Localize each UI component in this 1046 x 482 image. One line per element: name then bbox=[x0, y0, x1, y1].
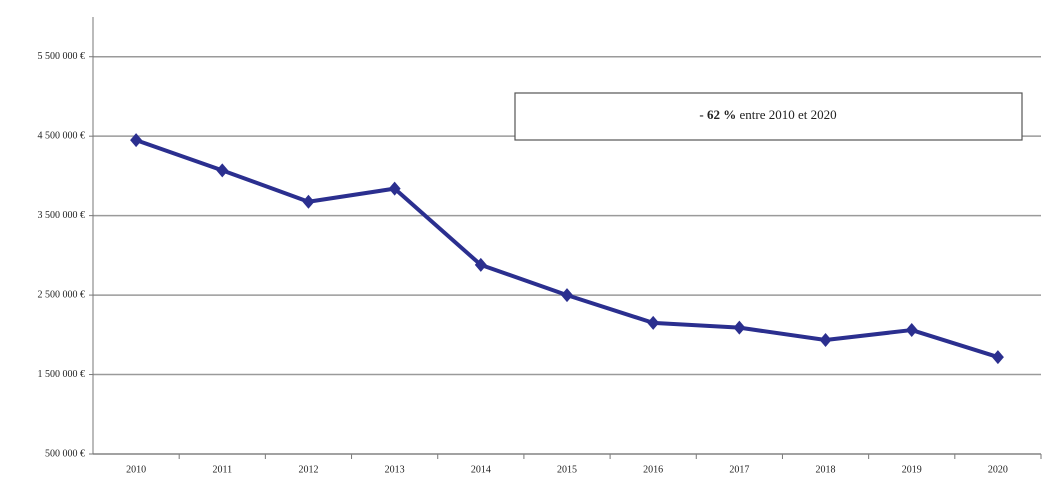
marker bbox=[905, 323, 918, 338]
x-tick-label: 2014 bbox=[471, 464, 491, 475]
marker bbox=[130, 133, 143, 148]
marker bbox=[474, 257, 487, 272]
marker bbox=[991, 350, 1004, 365]
annotation-box bbox=[514, 92, 1023, 141]
x-tick-label: 2020 bbox=[988, 464, 1008, 475]
marker bbox=[647, 315, 660, 330]
annotation-text: entre 2010 et 2020 bbox=[739, 107, 836, 122]
x-tick-label: 2016 bbox=[643, 464, 663, 475]
y-tick-label: 3 500 000 € bbox=[38, 210, 86, 221]
y-tick-label: 5 500 000 € bbox=[38, 51, 86, 62]
x-tick-label: 2012 bbox=[298, 464, 318, 475]
x-tick-label: 2017 bbox=[729, 464, 749, 475]
x-tick-label: 2015 bbox=[557, 464, 577, 475]
marker bbox=[561, 288, 573, 303]
marker bbox=[388, 181, 401, 196]
y-tick-label: 2 500 000 € bbox=[38, 289, 86, 300]
x-tick-label: 2010 bbox=[126, 464, 146, 475]
marker bbox=[302, 194, 315, 209]
line bbox=[135, 138, 999, 359]
marker bbox=[733, 320, 746, 335]
x-tick-label: 2011 bbox=[212, 464, 232, 475]
annotation-bold: - 62 % bbox=[699, 107, 736, 122]
x-tick-label: 2018 bbox=[816, 464, 836, 475]
x-tick-label: 2019 bbox=[902, 464, 922, 475]
y-tick-label: 500 000 € bbox=[45, 448, 85, 459]
marker bbox=[819, 332, 832, 347]
x-tick-label: 2013 bbox=[385, 464, 405, 475]
marker bbox=[216, 163, 229, 178]
annotation: - 62 % entre 2010 et 2020 bbox=[699, 107, 836, 122]
y-tick-label: 1 500 000 € bbox=[38, 369, 86, 380]
y-tick-label: 4 500 000 € bbox=[38, 130, 86, 141]
